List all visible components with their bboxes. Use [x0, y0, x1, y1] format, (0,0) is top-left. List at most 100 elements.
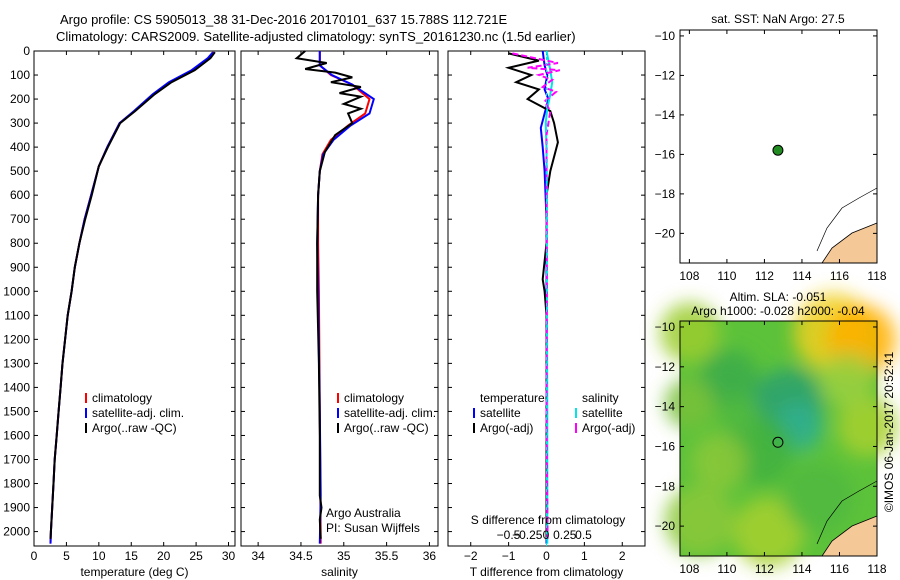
x-axis-label-temperature: temperature (deg C) [80, 565, 188, 579]
map-x-tick-label: 114 [792, 269, 811, 283]
plot-frame-temperature [33, 50, 236, 547]
y-tick-label: 900 [10, 260, 30, 274]
x-tick-label-difference: −2 [464, 549, 478, 563]
land-australia [821, 222, 878, 264]
x-tick-label-difference: 2 [619, 549, 626, 563]
x-tick-label-salinity: 34 [251, 549, 265, 563]
bathymetry-contour [816, 480, 878, 545]
map-frame-sst_map [679, 29, 878, 264]
sla-anomaly-blob [719, 395, 760, 435]
legend-header-temperature: temperature [480, 391, 545, 405]
map-y-tick-label: −18 [655, 479, 676, 493]
x-tick-label-temperature: 10 [92, 549, 106, 563]
imos-watermark: ©IMOS 06-Jan-2017 20:52:41 [882, 352, 896, 513]
x-tick-label-salinity: 35.5 [375, 549, 399, 563]
x-axis-label-salinity: salinity [321, 565, 358, 579]
y-tick-label: 1800 [3, 477, 30, 491]
map-x-tick-label: 112 [755, 562, 774, 576]
argo-float-marker [772, 144, 784, 156]
y-tick-label: 400 [10, 140, 30, 154]
x-tick-label-salinity: 34.5 [289, 549, 313, 563]
x-tick-label-difference: 1 [581, 549, 588, 563]
y-tick-label: 200 [10, 92, 30, 106]
y-tick-label: 800 [10, 236, 30, 250]
map-y-tick-label: −20 [655, 519, 676, 533]
figure-title-line2: Climatology: CARS2009. Satellite-adjuste… [56, 29, 576, 44]
y-tick-label: 1300 [3, 356, 30, 370]
map-y-tick-label: −14 [655, 108, 676, 122]
legend-label-diff: Argo(-adj) [582, 421, 635, 435]
map-x-tick-label: 114 [792, 562, 811, 576]
sla-anomaly-blob [733, 497, 804, 568]
s-diff-tick-label: 0.25 [553, 528, 577, 542]
x-tick-label-temperature: 5 [63, 549, 70, 563]
sla_map-group [659, 292, 898, 568]
bathymetry-contour [816, 187, 878, 252]
s-diff-tick-label: 0 [543, 528, 550, 542]
map-x-tick-label: 116 [830, 562, 849, 576]
legend-label-diff: Argo(-adj) [480, 421, 533, 435]
y-tick-label: 1900 [3, 501, 30, 515]
x-tick-label-temperature: 15 [125, 549, 139, 563]
argo-float-marker [772, 436, 784, 448]
series-satellite-adj-clim- [49, 51, 214, 544]
map-y-tick-label: −10 [655, 29, 676, 43]
x-tick-label-salinity: 36 [423, 549, 437, 563]
x-tick-label-difference: −1 [502, 549, 516, 563]
map-y-tick-label: −18 [655, 187, 676, 201]
x-tick-label-salinity: 35 [337, 549, 351, 563]
y-tick-label: 1100 [4, 308, 30, 322]
x-tick-label-temperature: 30 [222, 549, 236, 563]
s-diff-tick-label: 0.5 [575, 528, 592, 542]
y-tick-label: 1400 [3, 380, 30, 394]
y-tick-label: 600 [10, 188, 30, 202]
map-frame-sla_map [679, 320, 878, 557]
series-climatology [317, 51, 371, 544]
map-x-tick-label: 116 [830, 269, 849, 283]
series-satellite-adj-clim- [316, 51, 375, 544]
map-y-tick-label: −16 [655, 439, 676, 453]
plot-frame-salinity [240, 50, 439, 547]
s-diff-label: S difference from climatology [471, 513, 626, 527]
series-salinity-argo-adj- [512, 52, 561, 539]
sla-anomaly-blob [691, 434, 748, 490]
legend-label-diff: satellite [480, 406, 521, 420]
y-tick-label: 300 [10, 116, 30, 130]
legend-label-temperature: climatology [92, 391, 152, 405]
credit-argo-australia: Argo Australia [326, 506, 401, 520]
y-tick-label: 100 [10, 68, 30, 82]
sst-map-title: sat. SST: NaN Argo: 27.5 [711, 12, 845, 26]
series-climatology [49, 51, 216, 544]
legend-label-temperature: satellite-adj. clim. [92, 406, 184, 420]
series-temperature-argo-adj- [504, 52, 559, 539]
y-tick-label: 500 [10, 164, 30, 178]
map-y-tick-label: −10 [655, 320, 676, 334]
sla-anomaly-blob [664, 485, 735, 556]
y-tick-label: 1200 [3, 332, 30, 346]
y-tick-label: 1500 [3, 404, 30, 418]
map-x-tick-label: 110 [717, 562, 736, 576]
sla-anomaly-blob [819, 351, 876, 408]
y-tick-label: 2000 [3, 525, 30, 539]
y-tick-label: 1000 [3, 284, 30, 298]
map-x-tick-label: 112 [755, 269, 774, 283]
sla-anomaly-blob [664, 378, 715, 429]
x-tick-label-temperature: 25 [189, 549, 203, 563]
sla-map-title-2: Argo h1000: -0.028 h2000: -0.04 [691, 304, 865, 318]
s-diff-tick-label: −0.25 [512, 528, 543, 542]
legend-label-diff: satellite [582, 406, 623, 420]
map-x-tick-label: 110 [717, 269, 736, 283]
legend-header-salinity: salinity [582, 391, 619, 405]
map-y-tick-label: −16 [655, 147, 676, 161]
sla-anomaly-blob [782, 462, 853, 533]
legend-label-salinity: Argo(..raw -QC) [344, 421, 429, 435]
figure-title-line1: Argo profile: CS 5905013_38 31-Dec-2016 … [60, 12, 508, 27]
map-y-tick-label: −12 [655, 68, 676, 82]
credit-pi: PI: Susan Wijffels [326, 521, 420, 535]
map-x-tick-label: 108 [679, 269, 699, 283]
y-tick-label: 0 [23, 44, 30, 58]
x-axis-label-difference: T difference from climatology [470, 565, 624, 579]
series-argo-raw-qc- [294, 50, 365, 539]
x-tick-label-difference: 0 [543, 549, 550, 563]
map-x-tick-label: 108 [679, 562, 699, 576]
